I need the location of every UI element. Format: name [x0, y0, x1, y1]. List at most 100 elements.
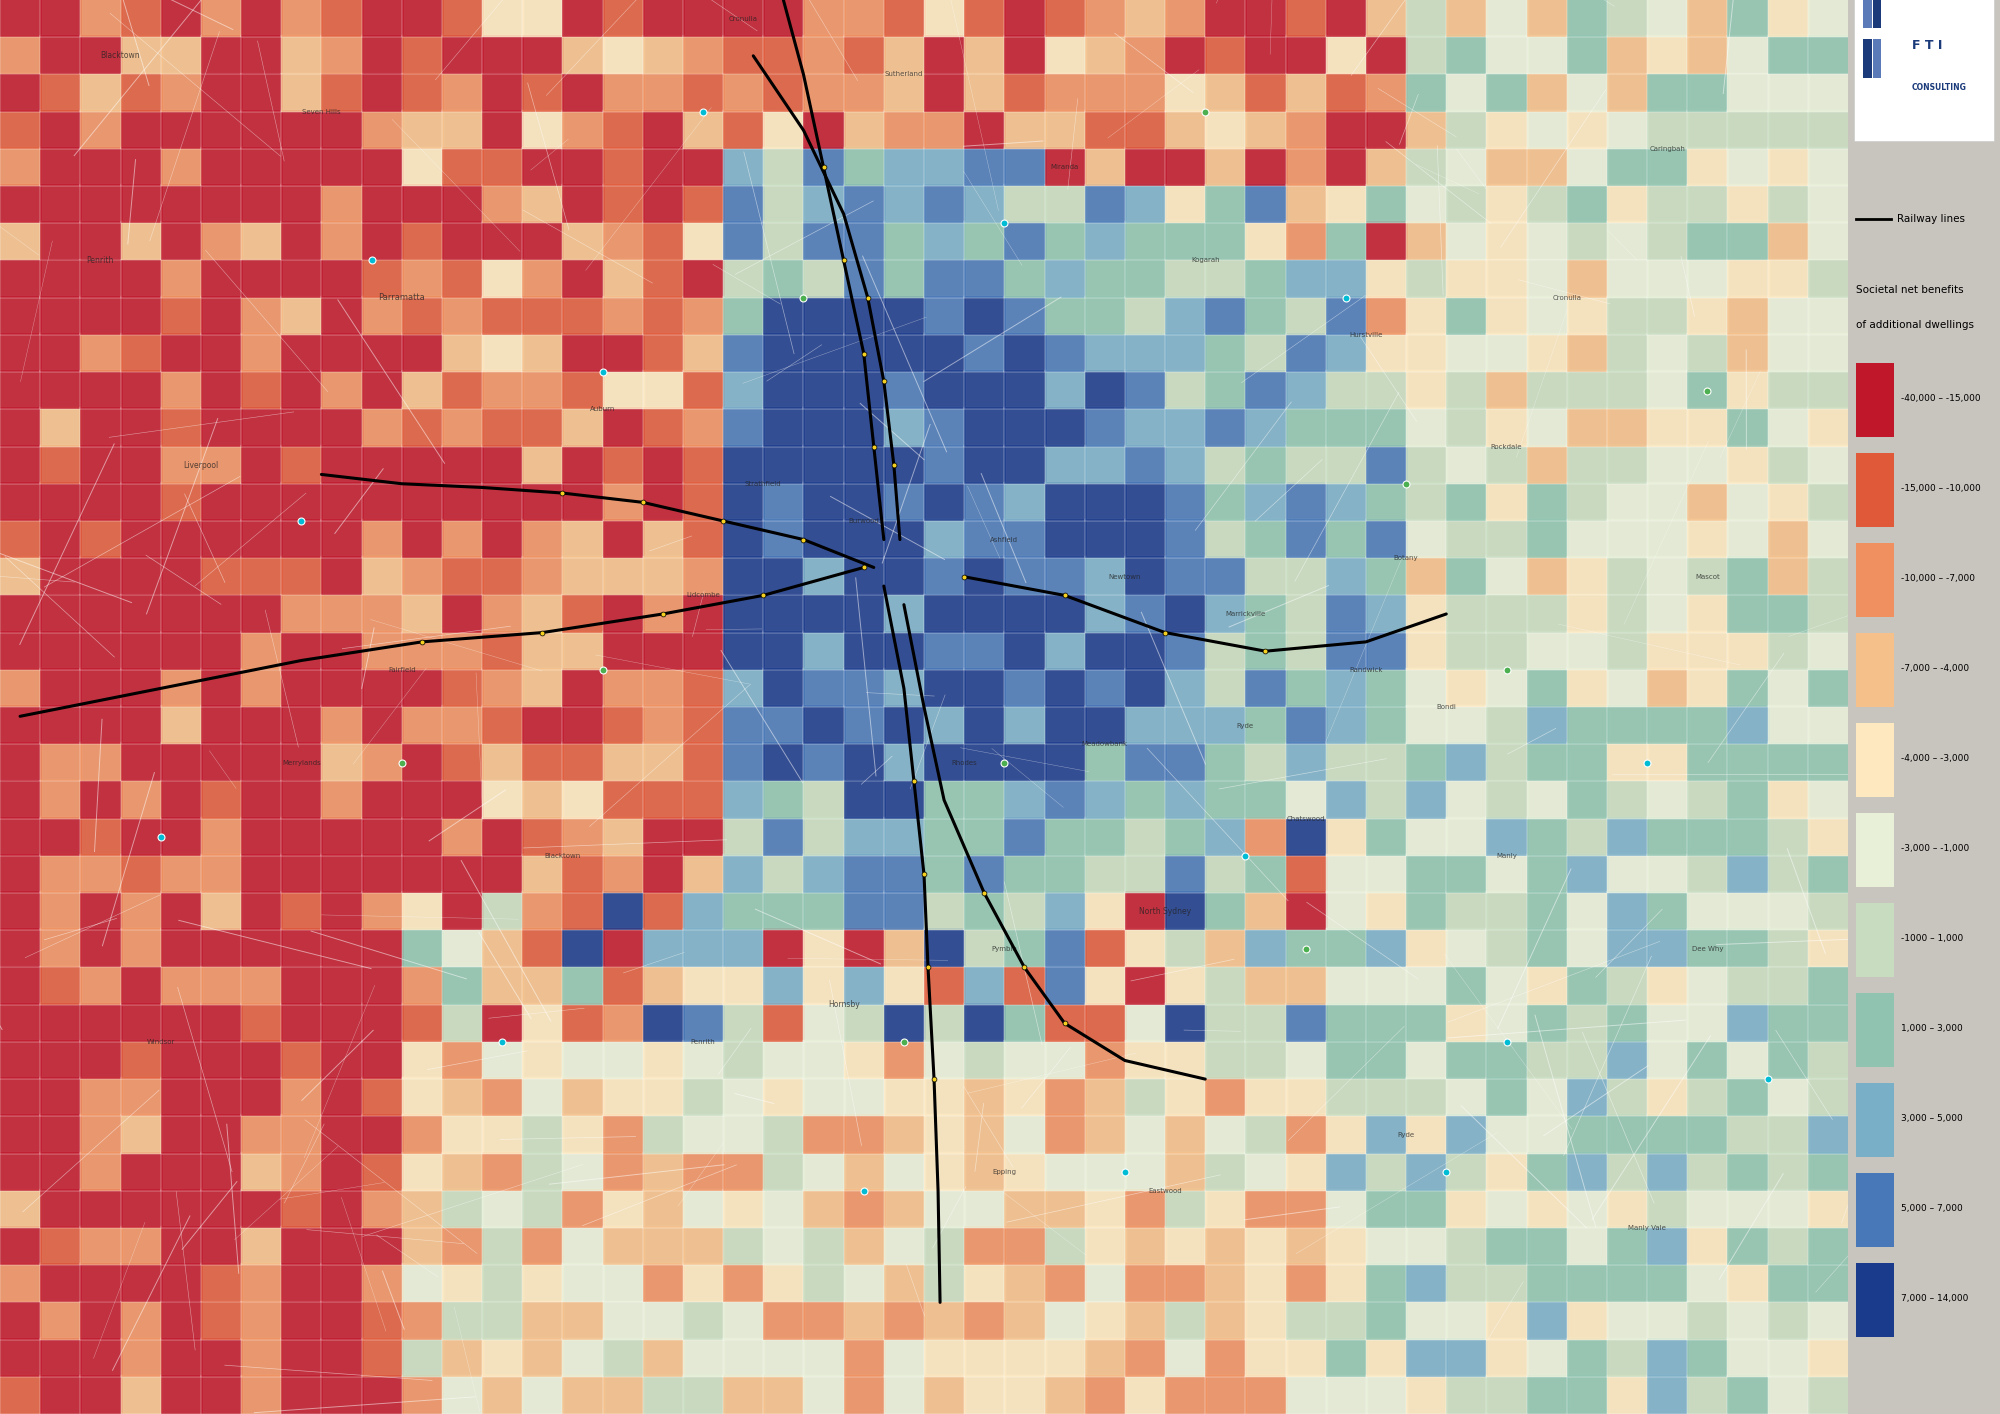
Bar — [1606, 631, 1650, 670]
Bar — [0, 370, 42, 409]
Bar — [844, 1151, 886, 1191]
Bar — [442, 1114, 484, 1154]
Bar — [0, 1301, 42, 1339]
Bar — [1486, 854, 1528, 894]
Bar — [1648, 1301, 1690, 1339]
Bar — [1728, 1338, 1770, 1377]
Bar — [1004, 929, 1046, 967]
Bar — [1648, 519, 1690, 559]
Bar — [804, 1114, 846, 1154]
Bar — [1688, 929, 1730, 967]
Bar — [1728, 1189, 1770, 1227]
Bar — [1606, 296, 1650, 335]
Bar — [1044, 631, 1086, 670]
Bar — [1768, 742, 1810, 782]
Bar — [1808, 0, 1850, 37]
Bar — [522, 370, 564, 409]
Bar — [120, 817, 162, 855]
Bar — [1566, 854, 1608, 894]
Bar — [1526, 706, 1568, 744]
Bar — [362, 1189, 404, 1227]
Bar — [602, 72, 644, 112]
Bar — [1206, 147, 1248, 187]
Bar — [1486, 35, 1528, 75]
Bar — [1768, 1189, 1810, 1227]
Bar — [1486, 147, 1528, 187]
Text: Rockdale: Rockdale — [1490, 444, 1522, 450]
Bar — [562, 706, 604, 744]
Bar — [804, 556, 846, 595]
Bar — [682, 1114, 726, 1154]
Bar — [964, 35, 1006, 75]
Bar — [482, 1263, 524, 1302]
Bar — [1004, 0, 1046, 37]
Bar — [602, 334, 644, 372]
Bar — [1808, 1003, 1850, 1042]
Bar — [1606, 110, 1650, 148]
Bar — [482, 72, 524, 112]
Bar — [160, 667, 202, 707]
Bar — [1124, 1374, 1168, 1414]
Bar — [682, 966, 726, 1005]
Bar — [1406, 334, 1448, 372]
Bar — [482, 1226, 524, 1266]
Bar — [562, 1041, 604, 1079]
Text: Blacktown: Blacktown — [544, 853, 580, 858]
Bar — [1246, 854, 1288, 894]
Bar — [1566, 1263, 1608, 1302]
Bar — [200, 1301, 244, 1339]
Bar — [1446, 1338, 1488, 1377]
Bar — [1366, 854, 1408, 894]
Text: Botany: Botany — [1394, 556, 1418, 561]
Bar — [322, 779, 364, 819]
Bar — [402, 1374, 444, 1414]
Bar — [1166, 72, 1208, 112]
Bar — [884, 1114, 926, 1154]
Bar — [242, 72, 284, 112]
Bar — [642, 742, 684, 782]
Bar — [120, 1114, 162, 1154]
Bar — [1406, 110, 1448, 148]
Bar — [764, 1263, 806, 1302]
Bar — [1606, 854, 1650, 894]
Bar — [1688, 1226, 1730, 1266]
Bar — [200, 667, 244, 707]
Bar — [1526, 222, 1568, 260]
Bar — [442, 72, 484, 112]
Bar — [764, 407, 806, 447]
Bar — [1166, 854, 1208, 894]
Bar — [1166, 1114, 1208, 1154]
Bar — [1206, 556, 1248, 595]
Bar — [1366, 1226, 1408, 1266]
Bar — [562, 891, 604, 930]
Bar — [1808, 482, 1850, 520]
Bar — [80, 259, 122, 298]
Bar — [602, 296, 644, 335]
Bar — [924, 1003, 966, 1042]
Bar — [924, 1151, 966, 1191]
Bar — [1366, 1189, 1408, 1227]
Text: Chatswood: Chatswood — [1286, 816, 1324, 822]
Bar — [160, 147, 202, 187]
Bar — [884, 1301, 926, 1339]
Bar — [1166, 222, 1208, 260]
Bar — [764, 1189, 806, 1227]
Bar — [160, 0, 202, 37]
Bar — [1648, 1041, 1690, 1079]
Bar — [562, 72, 604, 112]
Bar — [40, 407, 82, 447]
Bar — [482, 1077, 524, 1116]
Bar — [0, 1189, 42, 1227]
Bar — [1648, 35, 1690, 75]
Bar — [562, 779, 604, 819]
Text: -3,000 – -1,000: -3,000 – -1,000 — [1902, 844, 1970, 853]
Bar — [1166, 184, 1208, 223]
Bar — [1808, 706, 1850, 744]
Bar — [1084, 1301, 1126, 1339]
Bar — [160, 35, 202, 75]
Bar — [1768, 1041, 1810, 1079]
Bar — [160, 1338, 202, 1377]
Bar — [804, 667, 846, 707]
Bar — [1808, 519, 1850, 559]
Bar — [402, 742, 444, 782]
